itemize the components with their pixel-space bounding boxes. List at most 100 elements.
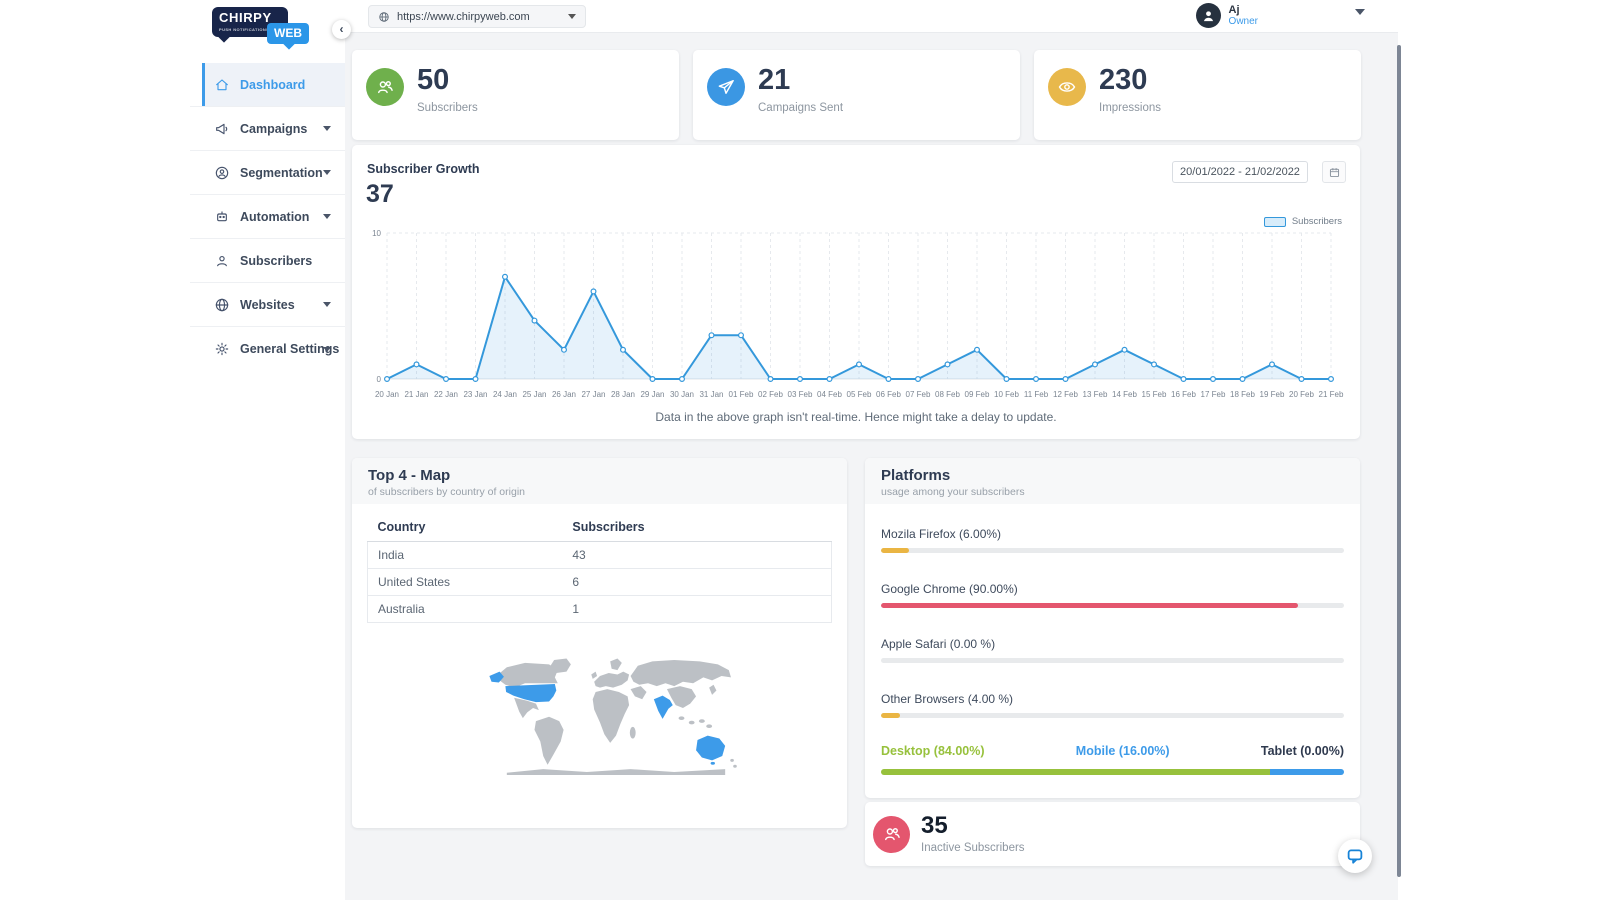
- svg-text:04 Feb: 04 Feb: [817, 390, 842, 399]
- browser-usage-row: Apple Safari (0.00 %): [881, 637, 1344, 663]
- stat-card-campaigns-sent: 21 Campaigns Sent: [693, 50, 1020, 140]
- sidebar-item-segmentation[interactable]: Segmentation: [190, 151, 345, 195]
- svg-text:17 Feb: 17 Feb: [1201, 390, 1226, 399]
- home-icon: [214, 77, 230, 93]
- chevron-down-icon: [323, 214, 331, 219]
- browser-usage-row: Other Browsers (4.00 %): [881, 692, 1344, 718]
- table-row: India 43: [367, 541, 832, 569]
- sidebar-item-label: Websites: [240, 297, 295, 312]
- subscribers-cell: 43: [562, 541, 832, 569]
- segment-icon: [214, 165, 230, 181]
- top-map-subtitle: of subscribers by country of origin: [368, 486, 525, 498]
- chart-total: 37: [366, 180, 394, 208]
- stat-card-impressions: 230 Impressions: [1034, 50, 1361, 140]
- inactive-value: 35: [921, 812, 948, 839]
- chart-legend: Subscribers: [1263, 216, 1342, 227]
- calendar-icon[interactable]: [1322, 161, 1346, 183]
- sidebar-item-label: Dashboard: [240, 77, 306, 92]
- browser-usage-list: Mozila Firefox (6.00%) Google Chrome (90.…: [865, 504, 1360, 718]
- sidebar-item-subscribers[interactable]: Subscribers: [190, 239, 345, 283]
- subscribers-cell: 1: [562, 595, 832, 623]
- logo-badge: WEB: [267, 23, 309, 44]
- browser-usage-track: [881, 603, 1344, 608]
- legend-swatch: [1263, 216, 1286, 227]
- svg-text:02 Feb: 02 Feb: [758, 390, 783, 399]
- eye-icon: [1048, 68, 1086, 106]
- megaphone-icon: [214, 121, 230, 137]
- device-usage-label: Desktop (84.00%): [881, 744, 985, 758]
- device-usage-bar: [881, 769, 1344, 775]
- website-url: https://www.chirpyweb.com: [397, 10, 530, 23]
- inactive-subscribers-card: 35 Inactive Subscribers: [865, 802, 1360, 866]
- logo-tagline: PUSH NOTIFICATIONS: [219, 27, 270, 32]
- sidebar-collapse-button[interactable]: ‹: [332, 20, 351, 39]
- svg-text:22 Jan: 22 Jan: [434, 390, 458, 399]
- svg-text:01 Feb: 01 Feb: [729, 390, 754, 399]
- globe-icon: [214, 297, 230, 313]
- svg-text:05 Feb: 05 Feb: [847, 390, 872, 399]
- sidebar-item-general-settings[interactable]: General Settings: [190, 327, 345, 371]
- stat-label: Campaigns Sent: [758, 102, 844, 114]
- device-usage-segment: [881, 769, 1270, 775]
- sidebar-item-automation[interactable]: Automation: [190, 195, 345, 239]
- vertical-scrollbar[interactable]: [1397, 45, 1401, 877]
- sidebar-item-dashboard[interactable]: Dashboard: [190, 63, 345, 107]
- user-menu[interactable]: Aj Owner: [1195, 3, 1258, 28]
- platforms-card: Platforms usage among your subscribers M…: [865, 458, 1360, 798]
- sidebar-item-label: Segmentation: [240, 165, 323, 180]
- chevron-down-icon: [568, 14, 576, 19]
- svg-text:14 Feb: 14 Feb: [1112, 390, 1137, 399]
- svg-text:25 Jan: 25 Jan: [522, 390, 546, 399]
- users-icon: [366, 68, 404, 106]
- browser-usage-label: Apple Safari (0.00 %): [881, 637, 996, 651]
- svg-text:23 Jan: 23 Jan: [463, 390, 487, 399]
- topbar: https://www.chirpyweb.com Aj Owner: [345, 0, 1398, 33]
- svg-text:26 Jan: 26 Jan: [552, 390, 576, 399]
- chevron-down-icon: [323, 346, 331, 352]
- top-map-card: Top 4 - Map of subscribers by country of…: [352, 458, 847, 828]
- top-map-title: Top 4 - Map: [368, 467, 451, 484]
- chevron-down-icon: [323, 302, 331, 307]
- user-menu-chevron-icon[interactable]: [1355, 9, 1365, 15]
- svg-text:03 Feb: 03 Feb: [788, 390, 813, 399]
- svg-text:06 Feb: 06 Feb: [876, 390, 901, 399]
- date-range-input[interactable]: [1172, 161, 1308, 183]
- website-select[interactable]: https://www.chirpyweb.com: [368, 5, 586, 28]
- svg-text:29 Jan: 29 Jan: [640, 390, 664, 399]
- svg-text:16 Feb: 16 Feb: [1171, 390, 1196, 399]
- automation-icon: [214, 209, 230, 225]
- column-header-subscribers: Subscribers: [562, 513, 832, 542]
- device-usage-label: Mobile (16.00%): [1075, 744, 1170, 758]
- platforms-subtitle: usage among your subscribers: [881, 486, 1025, 498]
- sidebar-item-label: Campaigns: [240, 121, 308, 136]
- device-usage-label: Tablet (0.00%): [1260, 744, 1344, 758]
- browser-usage-track: [881, 713, 1344, 718]
- app-logo[interactable]: CHIRPY PUSH NOTIFICATIONS WEB: [212, 7, 316, 51]
- browser-usage-label: Mozila Firefox (6.00%): [881, 527, 1002, 541]
- table-row: United States 6: [367, 568, 832, 596]
- svg-text:20 Jan: 20 Jan: [375, 390, 399, 399]
- subscribers-cell: 6: [562, 568, 832, 596]
- browser-usage-track: [881, 658, 1344, 663]
- sidebar-item-label: General Settings: [240, 342, 340, 356]
- subscriber-growth-chart: 10 0 20 Jan 21 Jan 22 Jan 23 Jan 24 Jan 25 Jan 2…: [372, 229, 1344, 399]
- legend-label: Subscribers: [1291, 216, 1342, 227]
- subscriber-growth-card: Subscriber Growth 37 Subscribers 10 0 20 J…: [352, 145, 1360, 439]
- sidebar-item-campaigns[interactable]: Campaigns: [190, 107, 345, 151]
- svg-text:11 Feb: 11 Feb: [1024, 390, 1049, 399]
- svg-text:15 Feb: 15 Feb: [1142, 390, 1167, 399]
- livechat-button[interactable]: [1338, 839, 1372, 873]
- sidebar-item-websites[interactable]: Websites: [190, 283, 345, 327]
- sidebar: CHIRPY PUSH NOTIFICATIONS WEB Dashboard C…: [190, 0, 345, 900]
- stat-label: Subscribers: [417, 102, 478, 114]
- logo-text: CHIRPY: [219, 10, 272, 25]
- browser-usage-fill: [881, 713, 900, 718]
- svg-text:08 Feb: 08 Feb: [935, 390, 960, 399]
- svg-text:20 Feb: 20 Feb: [1289, 390, 1314, 399]
- svg-text:21 Jan: 21 Jan: [404, 390, 428, 399]
- paper-plane-icon: [707, 68, 745, 106]
- svg-text:21 Feb: 21 Feb: [1319, 390, 1344, 399]
- sidebar-nav: Dashboard Campaigns Segmentation Automation…: [190, 63, 345, 371]
- country-cell: Australia: [367, 595, 563, 623]
- svg-text:09 Feb: 09 Feb: [965, 390, 990, 399]
